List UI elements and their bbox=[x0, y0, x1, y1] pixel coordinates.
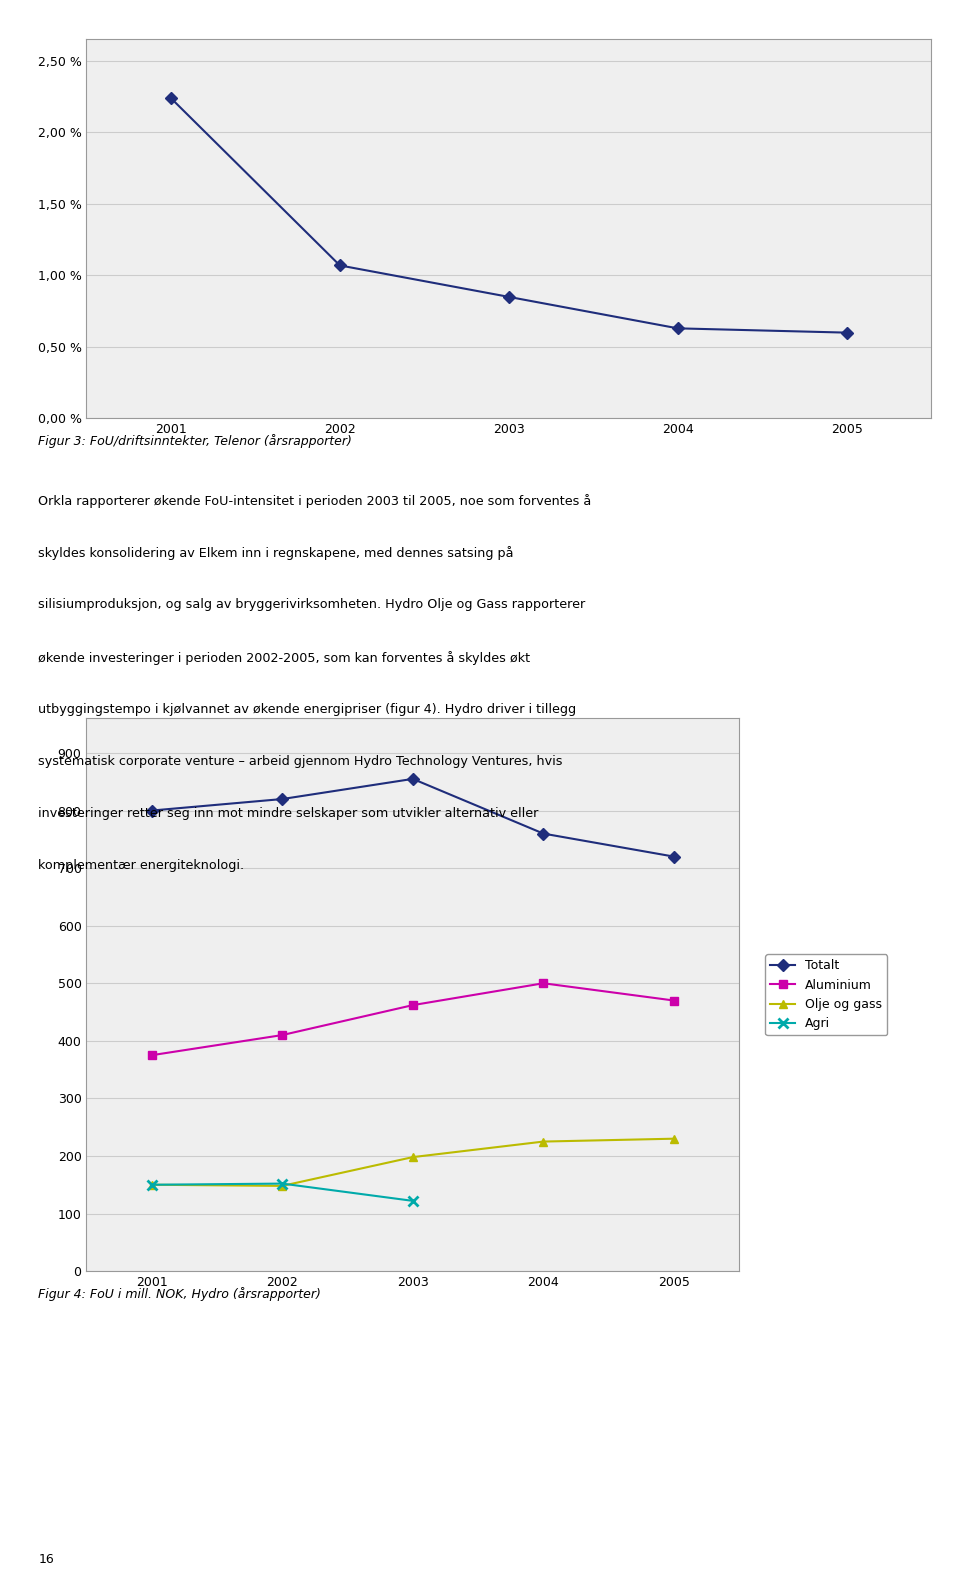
Text: silisiumproduksjon, og salg av bryggerivirksomheten. Hydro Olje og Gass rapporte: silisiumproduksjon, og salg av bryggeriv… bbox=[38, 598, 586, 611]
Legend: Totalt, Aluminium, Olje og gass, Agri: Totalt, Aluminium, Olje og gass, Agri bbox=[765, 954, 887, 1036]
Text: 16: 16 bbox=[38, 1554, 54, 1566]
Text: komplementær energiteknologi.: komplementær energiteknologi. bbox=[38, 859, 245, 872]
Text: systematisk corporate venture – arbeid gjennom Hydro Technology Ventures, hvis: systematisk corporate venture – arbeid g… bbox=[38, 755, 563, 767]
Text: skyldes konsolidering av Elkem inn i regnskapene, med dennes satsing på: skyldes konsolidering av Elkem inn i reg… bbox=[38, 546, 514, 561]
Text: Orkla rapporterer økende FoU-intensitet i perioden 2003 til 2005, noe som forven: Orkla rapporterer økende FoU-intensitet … bbox=[38, 494, 591, 508]
Text: økende investeringer i perioden 2002-2005, som kan forventes å skyldes økt: økende investeringer i perioden 2002-200… bbox=[38, 651, 531, 665]
Text: utbyggingstempo i kjølvannet av økende energipriser (figur 4). Hydro driver i ti: utbyggingstempo i kjølvannet av økende e… bbox=[38, 703, 577, 715]
Text: Figur 4: FoU i mill. NOK, Hydro (årsrapporter): Figur 4: FoU i mill. NOK, Hydro (årsrapp… bbox=[38, 1287, 322, 1301]
Text: investeringer retter seg inn mot mindre selskaper som utvikler alternativ eller: investeringer retter seg inn mot mindre … bbox=[38, 807, 539, 820]
Text: Figur 3: FoU/driftsinntekter, Telenor (årsrapporter): Figur 3: FoU/driftsinntekter, Telenor (å… bbox=[38, 434, 352, 448]
